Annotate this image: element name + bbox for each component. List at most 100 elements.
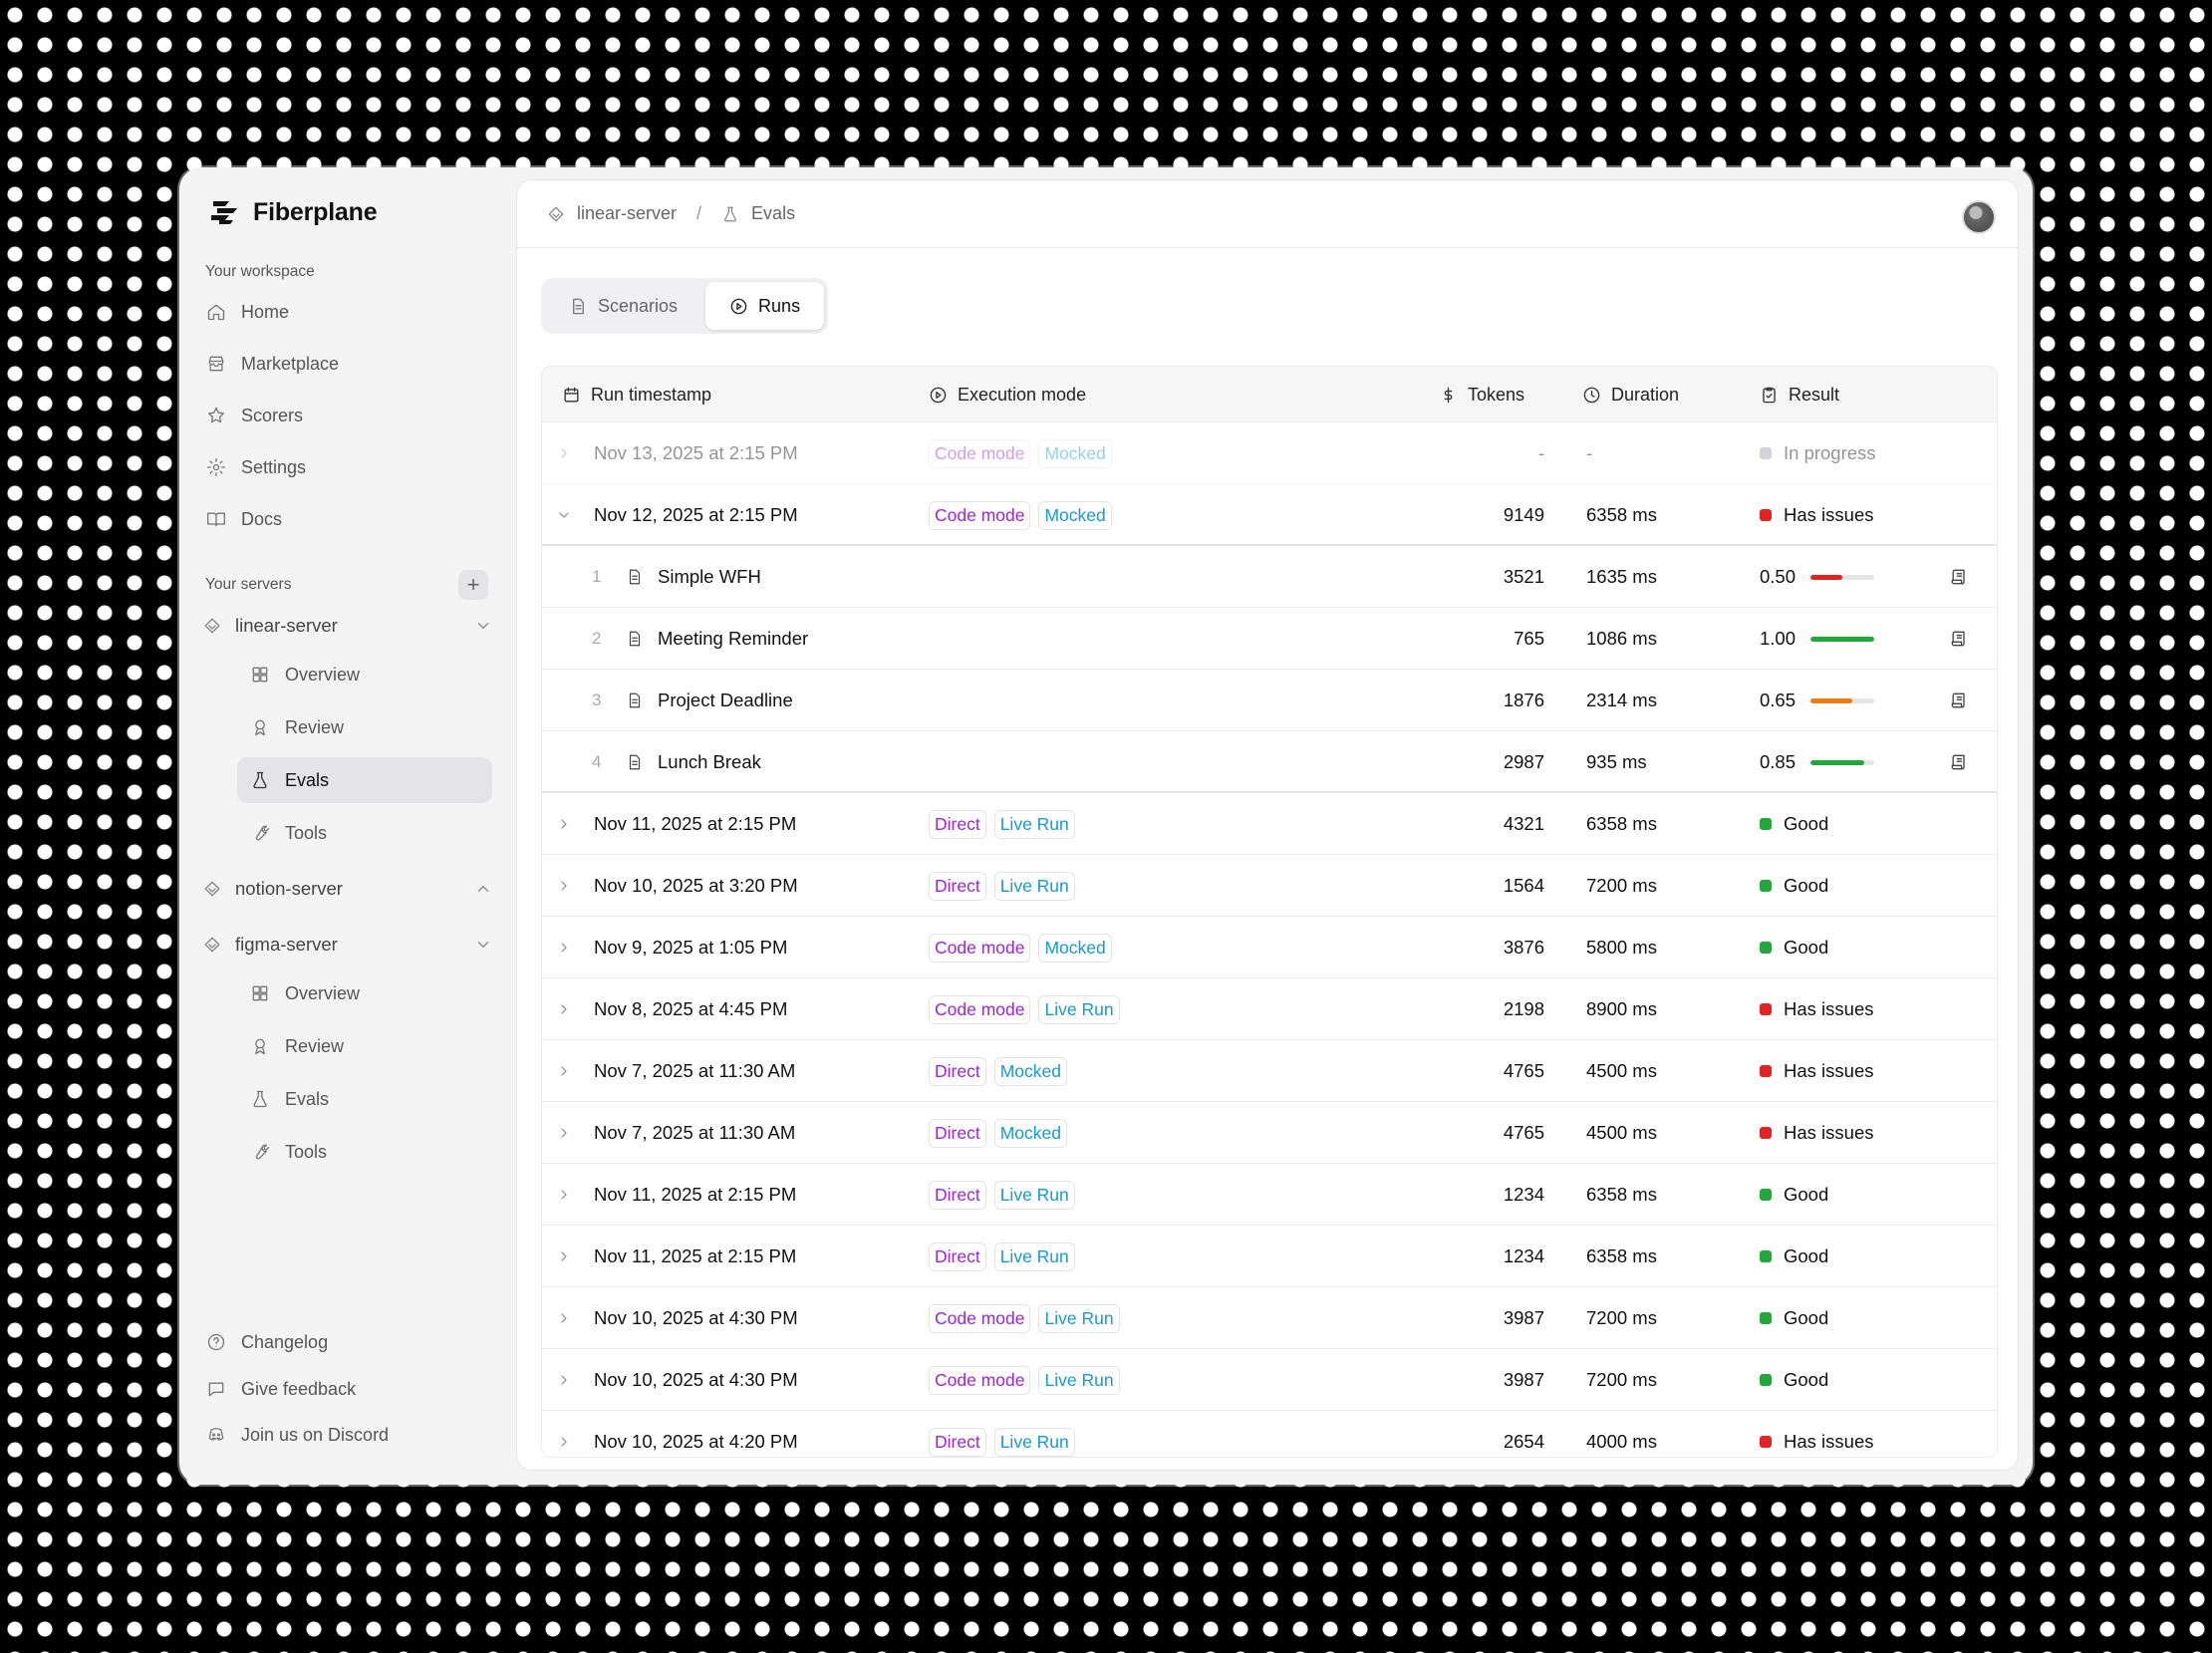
- row-expand-toggle[interactable]: [556, 484, 572, 546]
- result-status: Good: [1760, 793, 1828, 855]
- sidebar: Fiberplane Your workspace Home Marketpla…: [179, 167, 516, 1485]
- avatar[interactable]: [1962, 200, 1996, 234]
- row-expand-toggle[interactable]: [556, 793, 572, 855]
- table-row[interactable]: Nov 11, 2025 at 2:15 PM Direct Live Run 123…: [542, 1164, 1997, 1226]
- breadcrumb-page: Evals: [751, 203, 796, 223]
- feedback-link[interactable]: Give feedback: [205, 1366, 484, 1412]
- header-duration[interactable]: Duration: [1582, 367, 1679, 422]
- scenario-tokens: 2987: [1503, 751, 1544, 772]
- row-expand-toggle[interactable]: [556, 1411, 572, 1457]
- header-tokens[interactable]: Tokens: [1439, 367, 1524, 422]
- book-icon: [207, 512, 225, 527]
- table-row[interactable]: Nov 8, 2025 at 4:45 PM Code mode Live Run 2…: [542, 978, 1997, 1040]
- add-server-button[interactable]: +: [458, 570, 488, 600]
- logo[interactable]: Fiberplane: [209, 197, 378, 227]
- chevron-up-icon[interactable]: [474, 880, 492, 898]
- status-dot: [1760, 1312, 1772, 1324]
- tokens-value: 1234: [1503, 1245, 1544, 1266]
- table-row[interactable]: Nov 7, 2025 at 11:30 AM Direct Mocked 4765 4…: [542, 1102, 1997, 1164]
- tab-runs[interactable]: Runs: [705, 282, 825, 330]
- row-expand-toggle[interactable]: [556, 1102, 572, 1164]
- tab-scenarios[interactable]: Scenarios: [545, 282, 701, 330]
- breadcrumb-server[interactable]: linear-server: [577, 203, 678, 223]
- row-expand-toggle[interactable]: [556, 1164, 572, 1226]
- chevron-down-icon[interactable]: [474, 936, 492, 954]
- linear-tools[interactable]: Tools: [237, 810, 492, 856]
- document-icon: [629, 754, 641, 770]
- duration-value: 6358 ms: [1586, 1245, 1657, 1266]
- figma-evals[interactable]: Evals: [237, 1076, 492, 1122]
- row-expand-toggle[interactable]: [556, 1287, 572, 1349]
- scenario-score: 1.00: [1760, 628, 1797, 649]
- wrench-icon: [255, 1144, 270, 1160]
- table-row[interactable]: Nov 9, 2025 at 1:05 PM Code mode Mocked 387…: [542, 917, 1997, 978]
- linear-evals[interactable]: Evals: [237, 757, 492, 803]
- linear-review[interactable]: Review: [237, 704, 492, 750]
- figma-tools[interactable]: Tools: [237, 1129, 492, 1175]
- scenario-row[interactable]: 2 Meeting Reminder 765 1086 ms 1.00: [542, 608, 1997, 670]
- header-timestamp[interactable]: Run timestamp: [562, 367, 711, 422]
- row-expand-toggle[interactable]: [556, 1226, 572, 1287]
- mode-badge: Direct: [929, 809, 986, 839]
- score-bar-fill: [1810, 698, 1852, 703]
- table-row[interactable]: Nov 10, 2025 at 3:20 PM Direct Live Run 156…: [542, 855, 1997, 917]
- chevron-down-icon: [559, 512, 569, 518]
- row-expand-toggle[interactable]: [556, 422, 572, 484]
- row-expand-toggle[interactable]: [556, 978, 572, 1040]
- nav-scorers[interactable]: Scorers: [193, 393, 482, 438]
- run-timestamp: Nov 7, 2025 at 11:30 AM: [594, 1060, 796, 1081]
- nav-settings[interactable]: Settings: [193, 444, 482, 490]
- tokens-value: 2654: [1503, 1431, 1544, 1452]
- row-expand-toggle[interactable]: [556, 855, 572, 917]
- table-row[interactable]: Nov 10, 2025 at 4:20 PM Direct Live Run 265…: [542, 1411, 1997, 1457]
- view-report-button[interactable]: [1949, 546, 1969, 608]
- table-row[interactable]: Nov 10, 2025 at 4:30 PM Code mode Live Run…: [542, 1349, 1997, 1411]
- result-label: Good: [1784, 813, 1829, 834]
- scenario-row[interactable]: 3 Project Deadline 1876 2314 ms 0.65: [542, 670, 1997, 731]
- result-status: Good: [1760, 855, 1828, 917]
- figma-overview[interactable]: Overview: [237, 970, 492, 1016]
- discord-link[interactable]: Join us on Discord: [205, 1412, 484, 1458]
- grid-icon: [252, 985, 268, 1001]
- result-status: Good: [1760, 917, 1828, 978]
- view-report-button[interactable]: [1949, 731, 1969, 793]
- nav-marketplace[interactable]: Marketplace: [193, 341, 482, 387]
- changelog-link[interactable]: Changelog: [205, 1319, 484, 1365]
- table-row[interactable]: Nov 13, 2025 at 2:15 PM Code mode Mocked - -…: [542, 422, 1997, 484]
- app-name: Fiberplane: [253, 197, 378, 226]
- flask-icon: [724, 206, 736, 221]
- chevron-down-icon[interactable]: [474, 617, 492, 635]
- changelog-label: Changelog: [241, 1331, 329, 1352]
- mode-badge: Direct: [929, 1056, 986, 1086]
- scenario-row[interactable]: 4 Lunch Break 2987 935 ms 0.85: [542, 731, 1997, 793]
- status-dot: [1760, 447, 1772, 459]
- server-figma[interactable]: figma-server: [203, 925, 492, 964]
- table-row[interactable]: Nov 7, 2025 at 11:30 AM Direct Mocked 4765 4…: [542, 1040, 1997, 1102]
- header-result[interactable]: Result: [1760, 367, 1839, 422]
- server-notion[interactable]: notion-server: [203, 869, 492, 909]
- scenario-index: 2: [592, 629, 602, 648]
- view-report-button[interactable]: [1949, 670, 1969, 731]
- row-expand-toggle[interactable]: [556, 1349, 572, 1411]
- table-row[interactable]: Nov 12, 2025 at 2:15 PM Code mode Mocked 91…: [542, 484, 1997, 546]
- table-row[interactable]: Nov 11, 2025 at 2:15 PM Direct Live Run 123…: [542, 1226, 1997, 1287]
- nav-home[interactable]: Home: [193, 289, 482, 335]
- nav-docs[interactable]: Docs: [193, 496, 482, 542]
- result-label: Has issues: [1784, 504, 1874, 525]
- main-panel: linear-server / Evals Scenarios Runs Run…: [516, 179, 2019, 1471]
- table-row[interactable]: Nov 10, 2025 at 4:30 PM Code mode Live Run…: [542, 1287, 1997, 1349]
- linear-overview[interactable]: Overview: [237, 652, 492, 697]
- scenario-row[interactable]: 1 Simple WFH 3521 1635 ms 0.50: [542, 546, 1997, 608]
- row-expand-toggle[interactable]: [556, 1040, 572, 1102]
- server-linear[interactable]: linear-server: [203, 606, 492, 646]
- linear-evals-label: Evals: [285, 769, 330, 790]
- result-status: Has issues: [1760, 1102, 1873, 1164]
- table-row[interactable]: Nov 11, 2025 at 2:15 PM Direct Live Run 432…: [542, 793, 1997, 855]
- env-badge: Live Run: [993, 1427, 1075, 1457]
- header-mode[interactable]: Execution mode: [929, 367, 1086, 422]
- view-report-button[interactable]: [1949, 608, 1969, 670]
- tokens-value: 9149: [1503, 504, 1544, 525]
- row-expand-toggle[interactable]: [556, 917, 572, 978]
- figma-review[interactable]: Review: [237, 1023, 492, 1069]
- tab-scenarios-label: Scenarios: [598, 295, 679, 316]
